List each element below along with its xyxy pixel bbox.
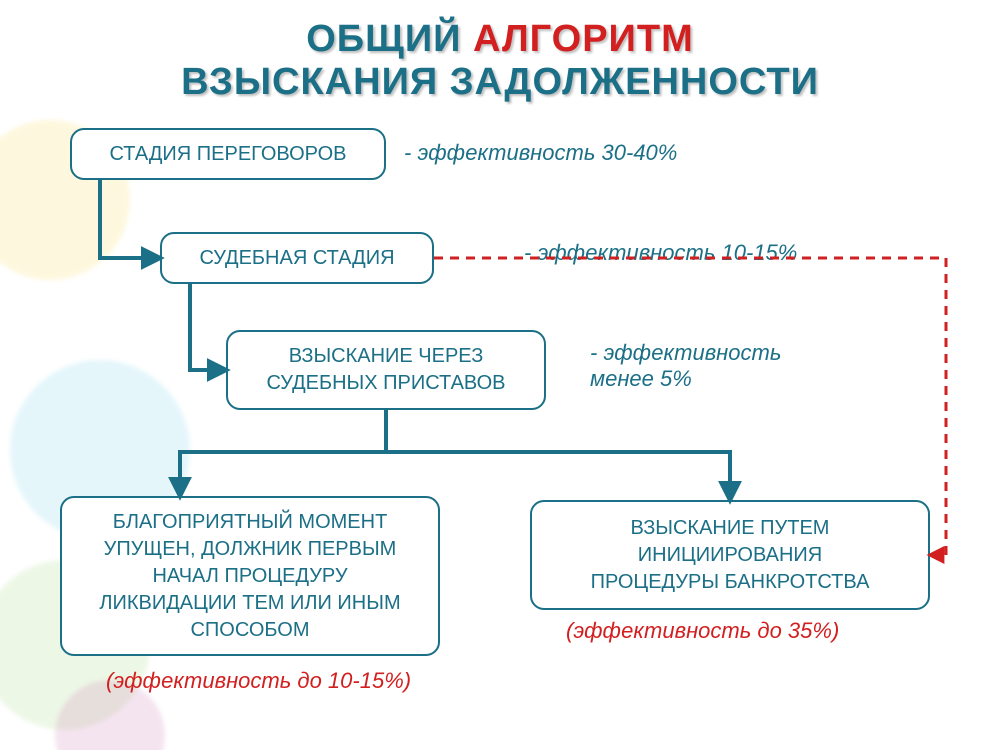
node-judicial-stage: СУДЕБНАЯ СТАДИЯ — [160, 232, 434, 284]
node-moment-lost: БЛАГОПРИЯТНЫЙ МОМЕНТ УПУЩЕН, ДОЛЖНИК ПЕР… — [60, 496, 440, 656]
title-part-2: АЛГОРИТМ — [473, 18, 694, 60]
node-bankruptcy: ВЗЫСКАНИЕ ПУТЕМ ИНИЦИИРОВАНИЯ ПРОЦЕДУРЫ … — [530, 500, 930, 610]
annotation-eff-5: (эффективность до 35%) — [566, 618, 839, 644]
edge — [190, 284, 226, 370]
edge — [180, 410, 386, 496]
node-bailiffs: ВЗЫСКАНИЕ ЧЕРЕЗ СУДЕБНЫХ ПРИСТАВОВ — [226, 330, 546, 410]
node-stage-negotiations: СТАДИЯ ПЕРЕГОВОРОВ — [70, 128, 386, 180]
annotation-eff-3: - эффективность менее 5% — [590, 340, 781, 392]
title-part-1: ОБЩИЙ — [306, 18, 473, 60]
annotation-eff-4: (эффективность до 10-15%) — [106, 668, 411, 694]
title-line-2: ВЗЫСКАНИЯ ЗАДОЛЖЕННОСТИ — [0, 61, 1000, 104]
edge — [386, 410, 730, 500]
annotation-eff-1: - эффективность 30-40% — [404, 140, 677, 166]
slide-title: ОБЩИЙ АЛГОРИТМ ВЗЫСКАНИЯ ЗАДОЛЖЕННОСТИ — [0, 18, 1000, 104]
annotation-eff-2: - эффективность 10-15% — [524, 240, 797, 266]
